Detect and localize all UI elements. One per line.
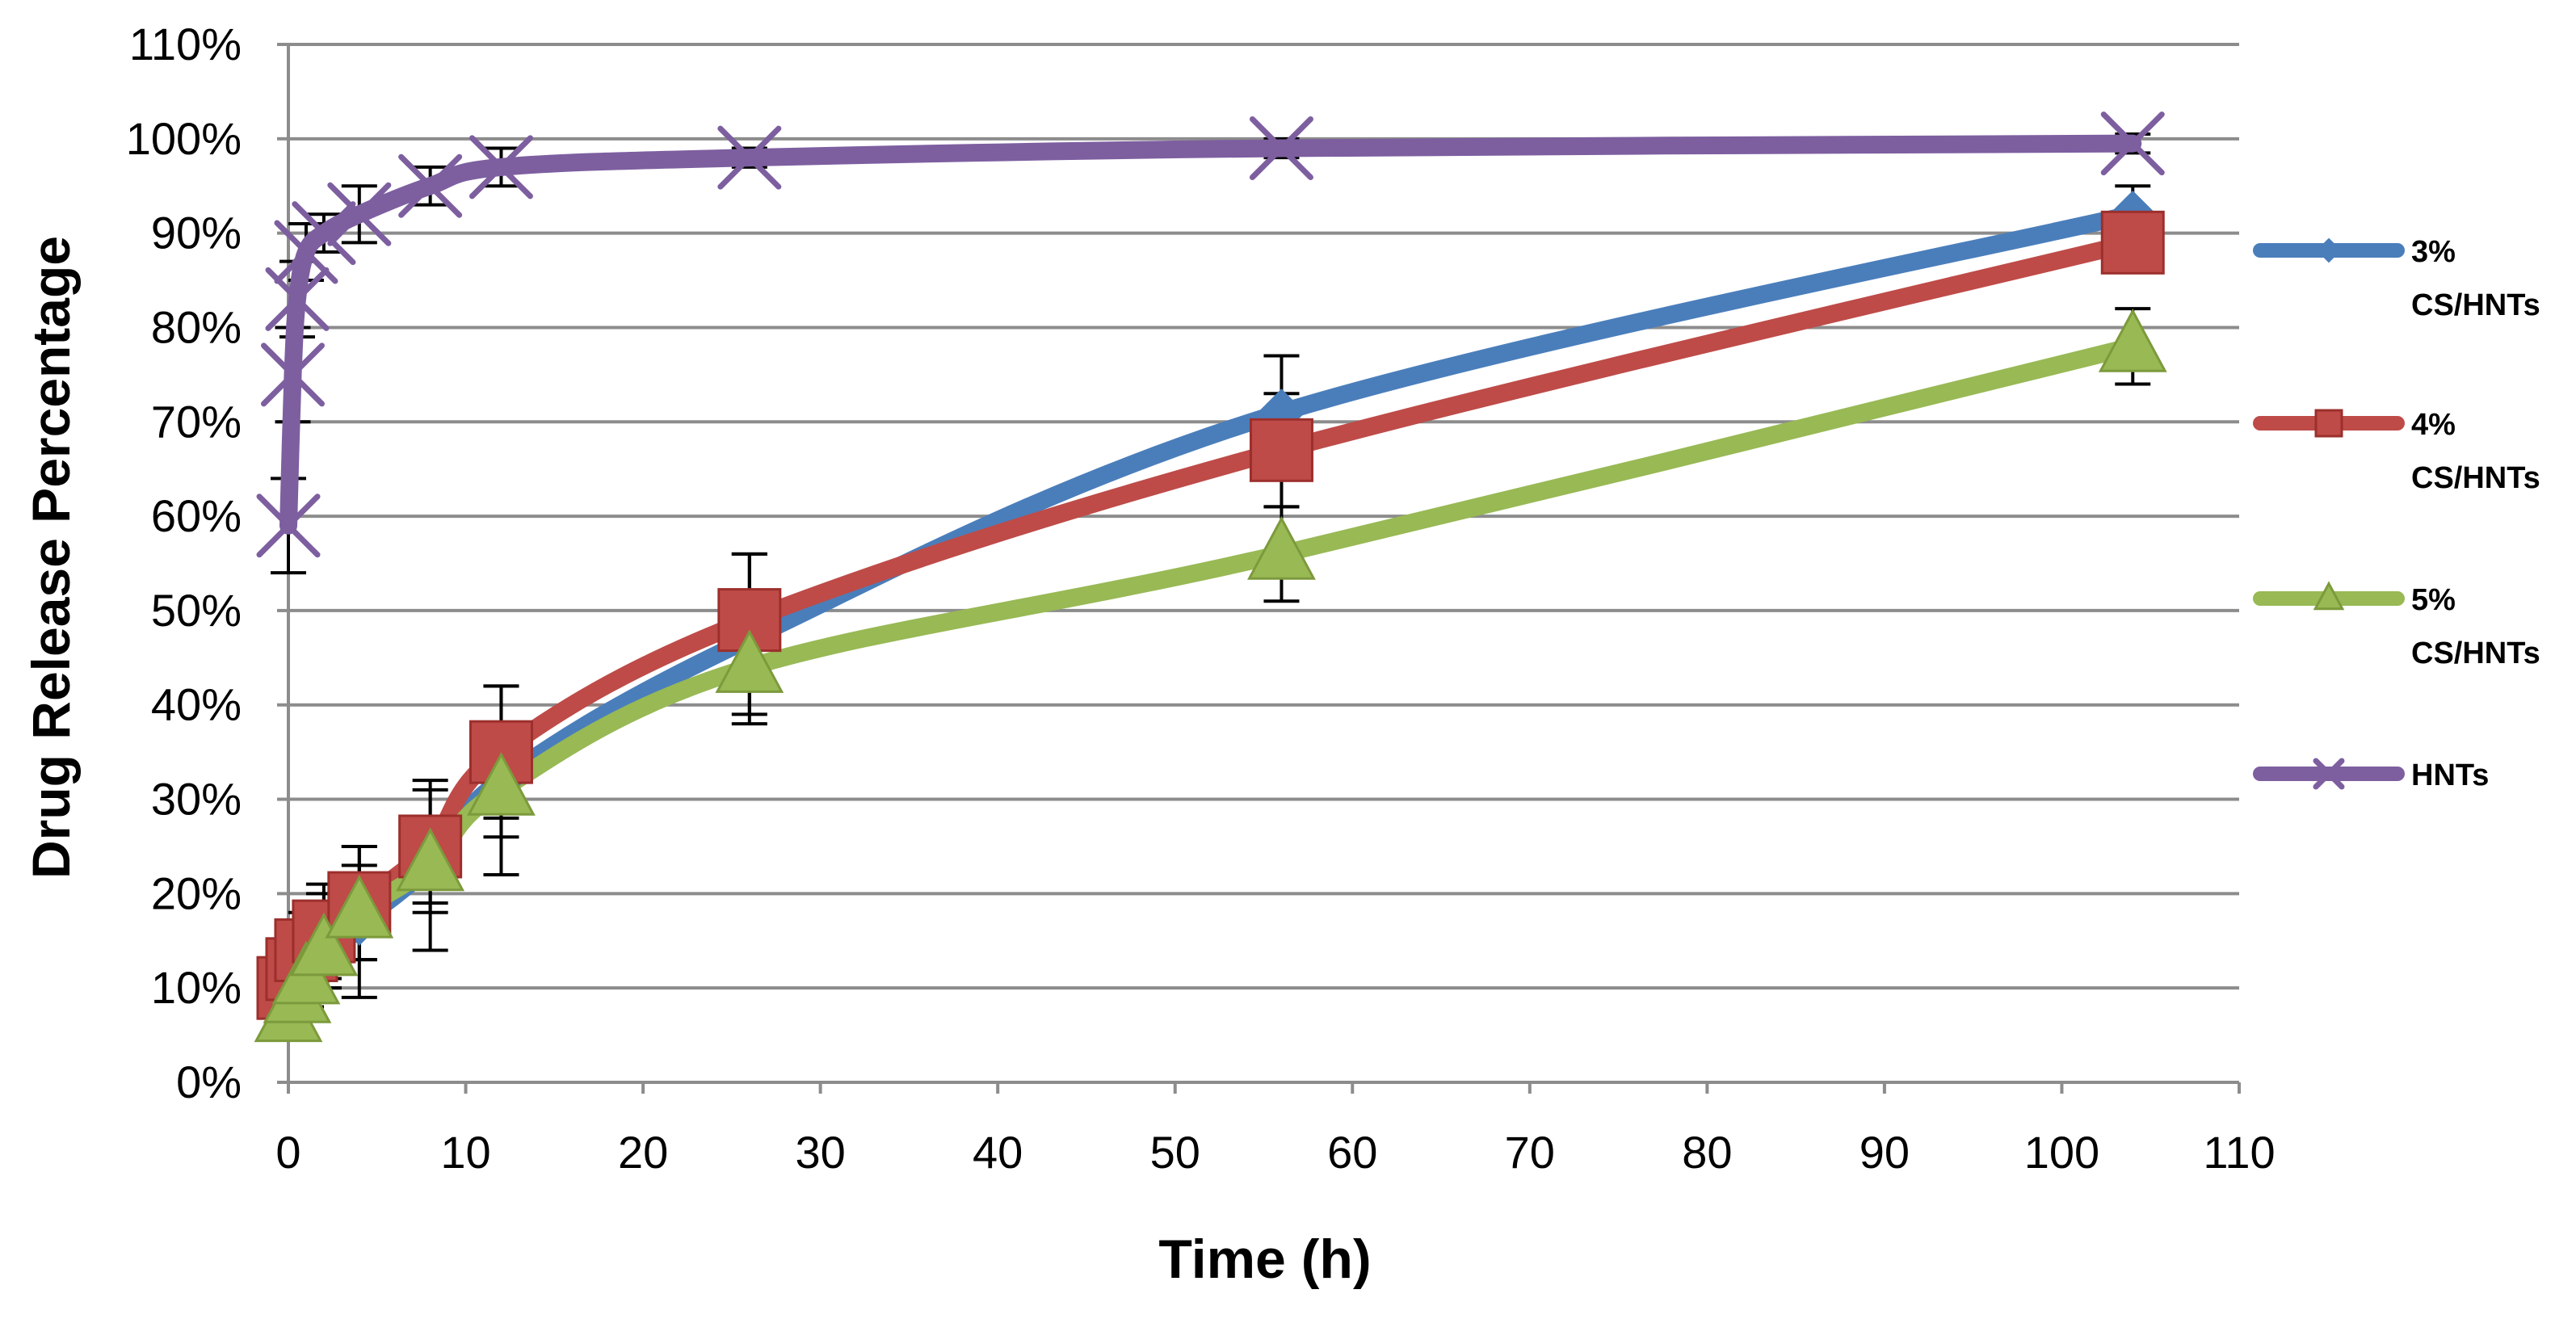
x-tick-label: 10	[440, 1127, 490, 1178]
y-tick-label: 0%	[176, 1056, 242, 1107]
data-point-5-cs-hnts	[289, 912, 359, 977]
data-point-hnts	[327, 182, 392, 246]
x-tick-label: 30	[795, 1127, 845, 1178]
data-point-hnts	[2100, 111, 2165, 176]
legend-item-3-cs-hnts: 3% CS/HNTs	[2253, 235, 2540, 322]
x-tick-label: 0	[275, 1127, 300, 1178]
series-markers	[254, 111, 2167, 1043]
y-axis-title: Drug Release Percentage	[21, 236, 81, 879]
data-point-hnts	[292, 201, 356, 266]
data-point-hnts	[1249, 116, 1313, 180]
legend-label: CS/HNTs	[2411, 288, 2540, 322]
y-tick-label: 100%	[126, 113, 242, 164]
data-point-hnts	[256, 494, 321, 558]
y-tick-label: 70%	[151, 396, 242, 447]
y-tick-label: 40%	[151, 679, 242, 730]
x-tick-label: 20	[618, 1127, 668, 1178]
legend-label: 3%	[2411, 235, 2456, 269]
x-tick-label: 40	[973, 1127, 1023, 1178]
legend-label: CS/HNTs	[2411, 636, 2540, 670]
y-tick-label: 50%	[151, 585, 242, 636]
data-point-5-cs-hnts	[467, 751, 536, 816]
data-point-5-cs-hnts	[715, 629, 784, 693]
x-tick-label: 80	[1682, 1127, 1732, 1178]
legend-marker-hnts	[2313, 758, 2345, 790]
legend-item-5-cs-hnts: 5% CS/HNTs	[2253, 581, 2540, 670]
y-tick-label: 80%	[151, 301, 242, 352]
data-point-5-cs-hnts	[396, 827, 465, 892]
y-tick-label: 10%	[151, 962, 242, 1013]
series-lines	[279, 134, 2142, 1026]
legend-marker-5-cs-hnts	[2313, 581, 2345, 611]
legend-label: CS/HNTs	[2411, 461, 2540, 495]
y-tick-label: 20%	[151, 867, 242, 918]
data-point-4-cs-hnts	[1249, 418, 1313, 482]
data-point-5-cs-hnts	[1247, 515, 1316, 580]
x-tick-label: 90	[1860, 1127, 1910, 1178]
data-point-hnts	[469, 135, 533, 200]
legend-label: 4%	[2411, 408, 2456, 442]
legend-label: HNTs	[2411, 758, 2489, 792]
series-line-4-cs-hnts	[279, 233, 2142, 998]
legend-marker-4-cs-hnts	[2314, 409, 2343, 438]
x-tick-label: 110	[2203, 1127, 2275, 1178]
x-tick-label: 50	[1150, 1127, 1200, 1178]
data-point-hnts	[260, 342, 325, 407]
y-tick-label: 90%	[151, 208, 242, 258]
data-point-hnts	[717, 125, 782, 190]
y-tick-label: 60%	[151, 490, 242, 541]
y-tick-label: 30%	[151, 774, 242, 825]
x-tick-label: 60	[1327, 1127, 1377, 1178]
data-point-hnts	[398, 153, 463, 218]
legend-item-4-cs-hnts: 4% CS/HNTs	[2253, 408, 2540, 495]
legend-item-hnts: HNTs	[2253, 758, 2489, 792]
legend: 3% CS/HNTs 4% CS/HNTs 5% CS/HNTs HNTs	[2253, 235, 2540, 792]
x-tick-label: 70	[1505, 1127, 1555, 1178]
series-line-5-cs-hnts	[279, 337, 2142, 1026]
legend-label: 5%	[2411, 583, 2456, 617]
x-axis-ticks: 0 10 20 30 40 50 60 70 80 90 100 110	[275, 1127, 2275, 1178]
y-axis-ticks: 0% 10% 20% 30% 40% 50% 60% 70% 80% 90% 100% 110%	[126, 19, 242, 1107]
data-point-5-cs-hnts	[325, 874, 394, 939]
data-point-4-cs-hnts	[2100, 210, 2165, 275]
data-point-5-cs-hnts	[2098, 308, 2167, 372]
x-axis-title: Time (h)	[1158, 1229, 1371, 1290]
legend-marker-3-cs-hnts	[2316, 237, 2342, 263]
x-tick-label: 100	[2024, 1127, 2099, 1178]
y-tick-label: 110%	[129, 19, 242, 69]
grid	[277, 43, 2241, 1094]
